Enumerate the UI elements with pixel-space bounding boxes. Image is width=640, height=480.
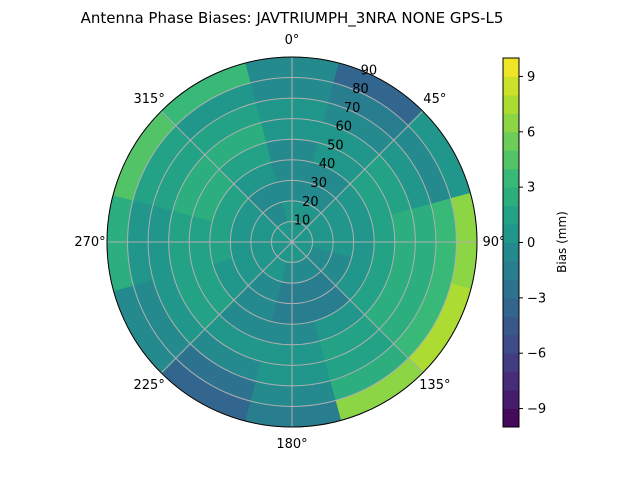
colorbar-level	[503, 76, 519, 96]
colorbar-level	[503, 316, 519, 336]
theta-tick-label: 90°	[482, 235, 505, 250]
colorbar-tick-label: 6	[527, 125, 535, 140]
r-tick-label: 10	[294, 214, 311, 229]
colorbar-level	[503, 279, 519, 299]
colorbar-level	[503, 224, 519, 243]
colorbar-level	[503, 187, 519, 207]
polar-grid	[106, 56, 478, 428]
r-tick-label: 50	[327, 138, 344, 153]
colorbar-level	[503, 390, 519, 410]
r-tick-label: 60	[336, 120, 353, 135]
polar-frame	[106, 56, 478, 428]
colorbar-tick-label: 3	[527, 181, 535, 196]
colorbar-tick-label: −9	[527, 402, 546, 417]
colorbar-tick-label: 9	[527, 70, 535, 85]
theta-tick-label: 315°	[134, 92, 165, 107]
colorbar-level	[503, 371, 519, 391]
colorbar-level	[503, 58, 519, 77]
colorbar-tick-label: 0	[527, 236, 535, 251]
theta-tick-label: 270°	[74, 235, 105, 250]
theta-tick-label: 45°	[423, 92, 446, 107]
r-tick-label: 30	[310, 176, 327, 191]
r-tick-label: 80	[352, 82, 369, 97]
theta-tick-label: 135°	[419, 378, 450, 393]
theta-tick-label: 180°	[276, 437, 307, 452]
colorbar-level	[503, 408, 519, 428]
r-tick-label: 20	[302, 195, 319, 210]
colorbar-label: Bias (mm)	[555, 211, 569, 273]
colorbar-level	[503, 168, 519, 188]
colorbar: 9 6 3 0 −3 −6 −9	[502, 57, 546, 428]
theta-tick-labels: 0° 45° 90° 135° 180° 225° 270° 315°	[74, 33, 505, 452]
colorbar-level	[503, 150, 519, 170]
theta-tick-label: 225°	[134, 378, 165, 393]
colorbar-level	[503, 260, 519, 280]
r-tick-labels: 10 20 30 40 50 60 70 80 90	[294, 63, 377, 228]
colorbar-tick-label: −6	[527, 347, 546, 362]
colorbar-level	[503, 205, 519, 225]
colorbar-tick-label: −3	[527, 291, 546, 306]
theta-tick-label: 0°	[285, 33, 300, 48]
theta-gridline	[160, 110, 424, 374]
chart-title: Antenna Phase Biases: JAVTRIUMPH_3NRA NO…	[81, 9, 504, 28]
colorbar-level	[503, 131, 519, 151]
r-tick-label: 40	[319, 157, 336, 172]
colorbar-level	[503, 353, 519, 373]
colorbar-level	[503, 297, 519, 317]
colorbar-level	[503, 113, 519, 133]
colorbar-level	[503, 334, 519, 354]
colorbar-level	[503, 242, 519, 262]
r-tick-label: 70	[344, 101, 361, 116]
r-tick-label: 90	[361, 63, 378, 78]
colorbar-level	[503, 94, 519, 114]
